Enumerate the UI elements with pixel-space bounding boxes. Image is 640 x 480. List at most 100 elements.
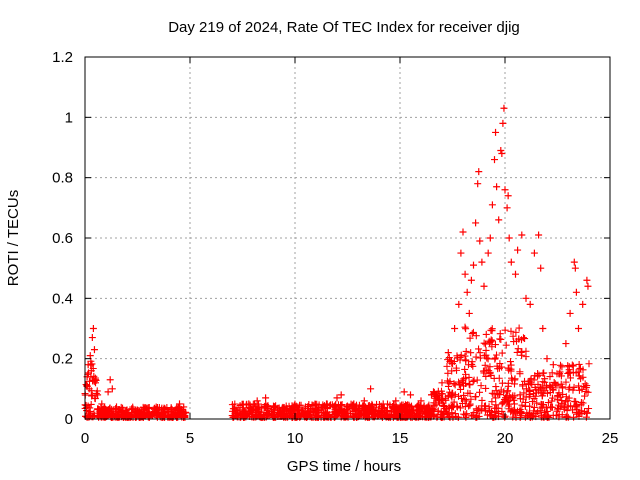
data-point	[444, 369, 452, 377]
data-point	[469, 362, 477, 370]
data-point	[493, 351, 501, 359]
data-point	[541, 408, 549, 416]
data-point	[557, 361, 565, 369]
data-point	[531, 372, 539, 380]
data-point	[510, 338, 518, 346]
data-point	[530, 407, 538, 415]
data-point	[451, 410, 459, 418]
data-point	[456, 356, 464, 364]
data-point	[476, 388, 484, 396]
data-point	[490, 390, 498, 398]
data-point	[526, 300, 534, 308]
data-point	[537, 264, 545, 272]
data-point	[320, 413, 328, 421]
data-point	[553, 370, 561, 378]
data-point	[461, 396, 469, 404]
data-point	[581, 392, 589, 400]
data-point	[461, 411, 469, 419]
data-point	[299, 410, 307, 418]
data-point	[522, 393, 530, 401]
data-point	[136, 413, 144, 421]
data-point	[485, 337, 493, 345]
data-point	[87, 373, 95, 381]
data-point	[82, 381, 90, 389]
data-point	[407, 391, 414, 399]
data-point	[338, 408, 346, 416]
data-point	[311, 401, 319, 409]
data-point	[448, 409, 456, 417]
data-point	[380, 403, 388, 411]
data-point	[466, 334, 474, 342]
data-point	[539, 325, 547, 332]
data-point	[484, 249, 492, 257]
data-point	[472, 353, 480, 361]
x-tick-label: 20	[497, 430, 514, 447]
data-point	[262, 394, 270, 402]
data-point	[417, 397, 425, 405]
data-point	[481, 405, 489, 413]
data-point	[500, 398, 508, 406]
data-point	[444, 356, 452, 364]
data-point	[575, 360, 583, 368]
data-point	[511, 375, 519, 383]
data-point	[546, 382, 554, 390]
data-point	[557, 380, 565, 388]
data-point	[472, 219, 480, 227]
data-point	[294, 404, 302, 412]
data-point	[468, 330, 476, 338]
y-tick-label: 0	[65, 411, 73, 428]
y-tick-label: 0.2	[52, 351, 73, 368]
data-point	[432, 399, 440, 407]
data-point	[549, 361, 557, 369]
data-point	[163, 404, 171, 412]
data-point	[516, 368, 524, 376]
data-point	[557, 372, 565, 380]
data-point	[90, 372, 98, 380]
data-point	[583, 276, 591, 284]
data-point	[561, 401, 569, 409]
data-point	[498, 407, 506, 415]
data-point	[182, 409, 190, 417]
data-point	[89, 377, 97, 385]
data-point	[100, 406, 108, 414]
data-point	[576, 364, 584, 372]
x-tick-label: 10	[287, 430, 304, 447]
data-point	[533, 399, 541, 407]
data-point	[409, 407, 417, 415]
data-point	[85, 412, 93, 420]
data-point	[538, 392, 546, 400]
data-point	[585, 360, 593, 368]
data-point	[488, 389, 496, 397]
y-tick-label: 0.6	[52, 230, 73, 247]
data-point	[526, 391, 534, 399]
data-point	[518, 401, 526, 409]
data-point	[522, 385, 530, 393]
data-point	[504, 387, 512, 395]
data-point	[247, 406, 255, 414]
data-point	[176, 410, 184, 418]
data-point	[504, 192, 512, 200]
y-axis-label: ROTI / TECUs	[5, 190, 22, 286]
data-point	[249, 400, 257, 408]
data-points	[81, 104, 593, 421]
data-point	[575, 382, 583, 390]
data-point	[488, 325, 496, 333]
data-point	[425, 405, 433, 413]
data-point	[228, 401, 236, 409]
data-point	[467, 349, 475, 357]
data-point	[460, 382, 468, 390]
data-point	[169, 411, 177, 419]
data-point	[487, 371, 495, 379]
data-point	[461, 365, 469, 373]
data-point	[289, 406, 297, 414]
data-point	[129, 413, 137, 421]
data-point	[464, 389, 472, 397]
data-point	[492, 394, 500, 402]
data-point	[521, 413, 529, 421]
data-point	[438, 379, 446, 387]
data-point	[539, 378, 547, 386]
data-point	[504, 382, 512, 390]
data-point	[391, 412, 399, 420]
data-point	[516, 408, 524, 416]
data-point	[128, 409, 136, 417]
